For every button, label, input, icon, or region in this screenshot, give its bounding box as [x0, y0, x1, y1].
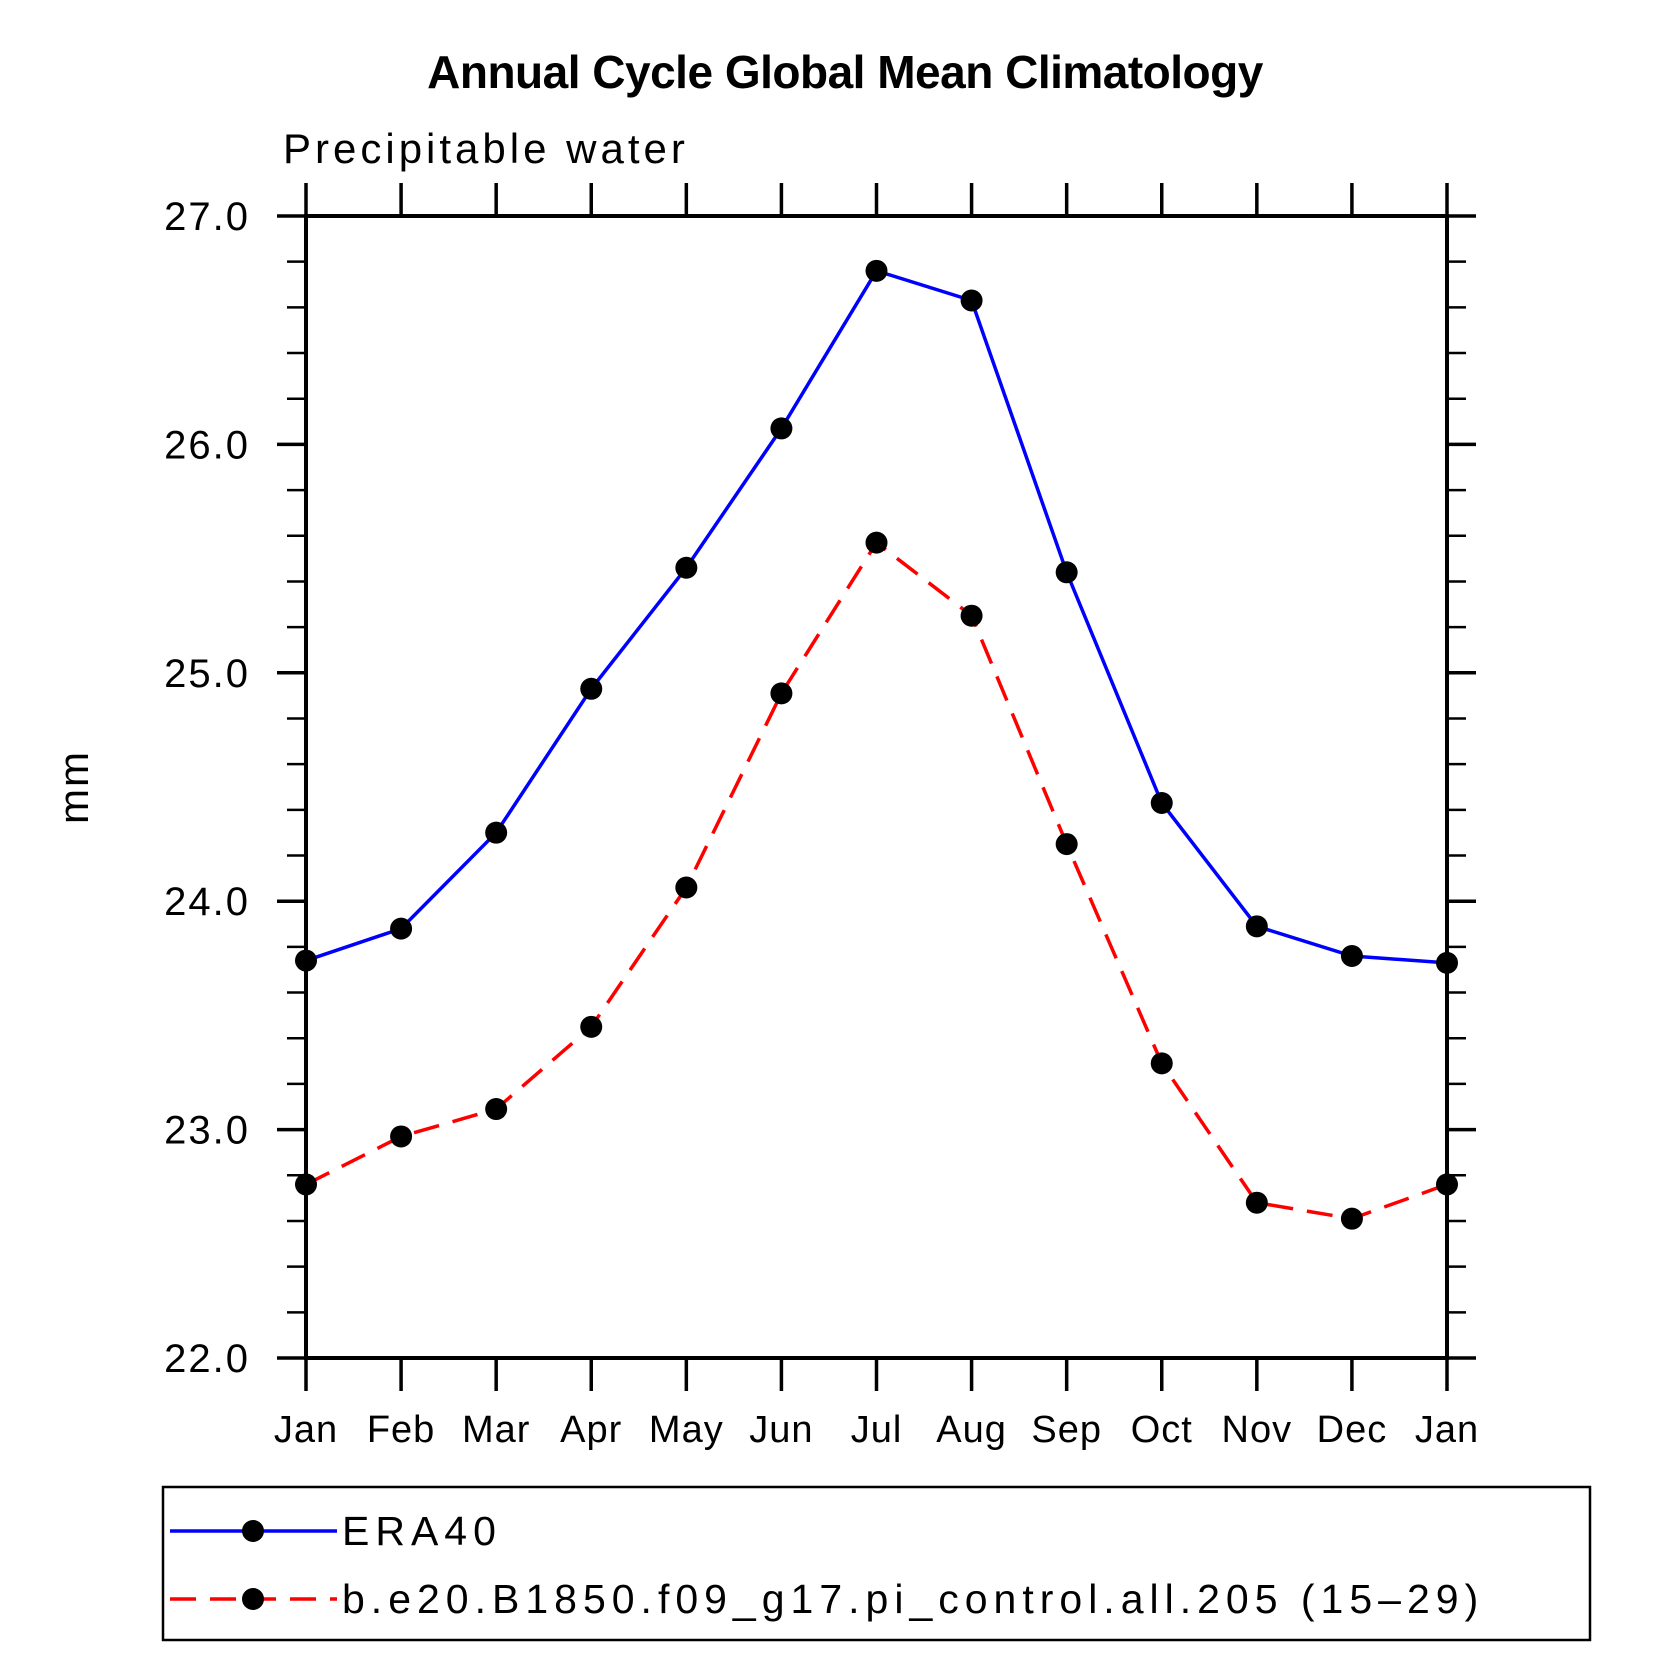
- x-tick-label: May: [649, 1409, 724, 1451]
- data-point-model-7: [960, 604, 983, 627]
- y-tick-label: 26.0: [164, 423, 250, 467]
- data-point-model-9: [1150, 1052, 1173, 1075]
- data-point-model-1: [390, 1125, 413, 1148]
- x-tick-label: Sep: [1031, 1409, 1102, 1451]
- x-tick-label: Jan: [274, 1409, 338, 1451]
- data-point-era40-7: [960, 289, 983, 312]
- data-point-era40-0: [295, 949, 317, 972]
- x-tick-label: Nov: [1222, 1409, 1293, 1451]
- data-point-model-5: [770, 682, 793, 705]
- legend-entry-model: b.e20.B1850.f09_g17.pi_control.all.205 (…: [170, 1576, 1484, 1622]
- x-tick-label: Aug: [936, 1409, 1007, 1451]
- data-point-era40-9: [1150, 791, 1173, 814]
- data-point-model-3: [580, 1015, 603, 1038]
- data-point-era40-11: [1340, 945, 1363, 968]
- x-tick-label: Jul: [851, 1409, 903, 1451]
- x-tick-label: Jun: [749, 1409, 813, 1451]
- data-point-era40-3: [580, 677, 603, 700]
- x-tick-label: Oct: [1131, 1409, 1193, 1451]
- x-tick-label: Feb: [367, 1409, 435, 1451]
- data-point-era40-6: [865, 259, 888, 282]
- chart-subtitle: Precipitable water: [283, 125, 689, 172]
- x-tick-label: Apr: [560, 1409, 622, 1451]
- data-point-model-8: [1055, 833, 1078, 856]
- data-point-model-4: [675, 876, 698, 899]
- y-tick-label: 25.0: [164, 652, 250, 696]
- data-point-model-2: [485, 1098, 508, 1121]
- legend-marker-dot-icon: [242, 1588, 264, 1610]
- y-tick-label: 23.0: [164, 1109, 250, 1153]
- legend: ERA40 b.e20.B1850.f09_g17.pi_control.all…: [161, 1485, 1592, 1642]
- legend-marker-dot-icon: [242, 1520, 264, 1542]
- data-point-era40-12: [1436, 951, 1458, 974]
- data-point-model-6: [865, 531, 888, 554]
- data-point-era40-4: [675, 556, 698, 579]
- data-point-model-11: [1340, 1207, 1363, 1230]
- data-point-era40-8: [1055, 561, 1078, 584]
- data-point-model-10: [1245, 1191, 1268, 1214]
- data-point-era40-10: [1245, 915, 1268, 938]
- x-tick-label: Mar: [462, 1409, 530, 1451]
- legend-label-model: b.e20.B1850.f09_g17.pi_control.all.205 (…: [342, 1576, 1484, 1622]
- data-point-era40-1: [390, 917, 413, 940]
- data-point-model-12: [1436, 1173, 1458, 1196]
- y-axis-label: mm: [50, 750, 97, 824]
- plot-area: 22.0 23.0 24.0 25.0 26.0 27.0 Jan Feb Mar Apr May J…: [164, 183, 1479, 1451]
- data-point-era40-5: [770, 417, 793, 440]
- data-point-model-0: [295, 1173, 317, 1196]
- data-point-era40-2: [485, 821, 508, 844]
- y-tick-label: 24.0: [164, 880, 250, 924]
- x-tick-label: Dec: [1317, 1409, 1388, 1451]
- legend-entry-era40: ERA40: [170, 1508, 502, 1554]
- legend-label-era40: ERA40: [342, 1508, 502, 1554]
- legend-box: [161, 1485, 1592, 1642]
- x-tick-label: Jan: [1415, 1409, 1479, 1451]
- y-tick-label: 27.0: [164, 195, 250, 239]
- chart-title: Annual Cycle Global Mean Climatology: [427, 46, 1264, 98]
- y-tick-label: 22.0: [164, 1337, 250, 1381]
